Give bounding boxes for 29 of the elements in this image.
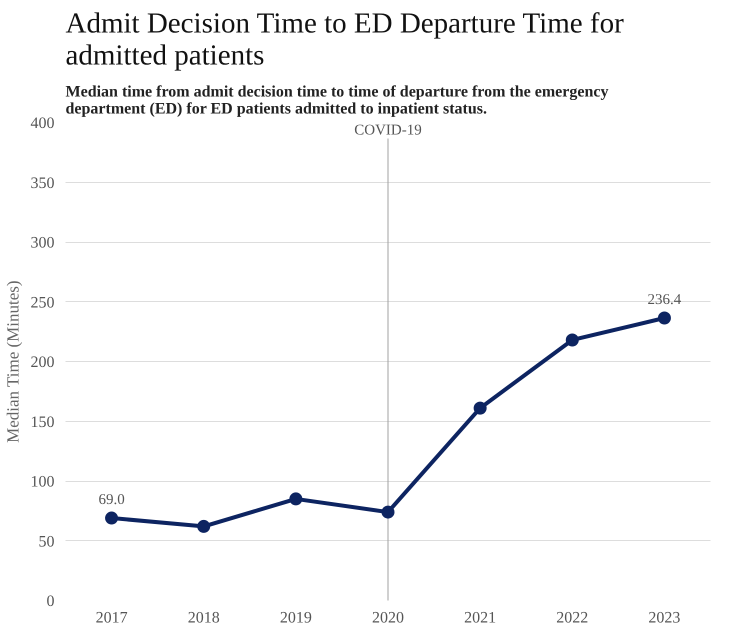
y-tick-label: 400	[30, 115, 54, 132]
x-tick-label: 2020	[372, 610, 404, 626]
point	[566, 334, 579, 346]
x-tick-label: 2021	[464, 610, 496, 626]
y-tick-label: 300	[30, 234, 54, 252]
point	[382, 506, 394, 519]
point	[289, 492, 302, 506]
y-tick-label: 250	[30, 294, 54, 312]
chart-title: Admit Decision Time to ED Departure Time for admitted patients	[66, 8, 624, 72]
x-tick-label: 2017	[96, 610, 128, 626]
point	[105, 512, 118, 525]
x-tick-label: 2019	[280, 610, 312, 626]
y-axis-title: Median Time (Minutes)	[4, 280, 22, 443]
y-tick-label: 50	[38, 533, 54, 550]
y-tick-label: 350	[30, 174, 54, 192]
point	[197, 520, 210, 533]
y-tick-label: 150	[30, 414, 54, 431]
point	[658, 312, 671, 324]
ref-line-label: COVID-19	[354, 122, 422, 138]
data-label: 236.4	[648, 292, 682, 308]
x-tick-label: 2018	[188, 610, 220, 626]
point	[474, 402, 487, 415]
y-tick-label: 200	[30, 354, 54, 371]
y-tick-label: 0	[46, 593, 54, 610]
data-label: 69.0	[98, 492, 125, 508]
x-tick-label: 2022	[556, 610, 588, 626]
x-tick-label: 2023	[648, 610, 680, 626]
y-tick-label: 100	[30, 474, 54, 490]
chart-subtitle: Median time from admit decision time to time of departure from the emergency department (ED) for ED patients admitted to inpatient status.	[66, 84, 608, 118]
